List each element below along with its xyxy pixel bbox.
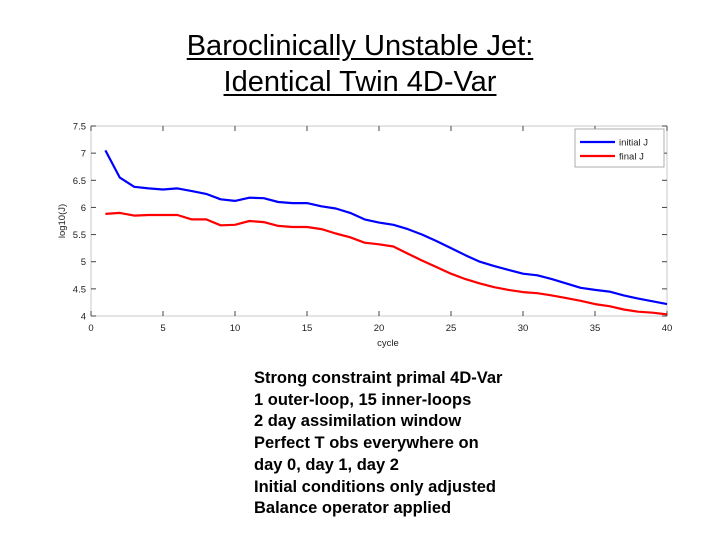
experiment-notes: Strong constraint primal 4D-Var 1 outer-… <box>254 368 694 520</box>
x-axis-label: cycle <box>377 338 399 349</box>
y-tick-label: 7.5 <box>73 122 86 133</box>
note-line: 1 outer-loop, 15 inner-loops <box>254 390 472 409</box>
chart-ticks: 0 5 10 15 20 25 30 35 40 4 4.5 5 5.5 6 6.5 7 7.5 <box>73 122 673 335</box>
note-line: day 0, day 1, day 2 <box>254 455 399 474</box>
legend-label: final J <box>619 152 644 163</box>
x-tick-label: 20 <box>374 323 385 334</box>
x-tick-label: 5 <box>160 323 165 334</box>
x-tick-label: 35 <box>590 323 601 334</box>
legend-label: initial J <box>619 138 648 149</box>
chart-legend: initial J final J <box>574 128 665 168</box>
x-tick-label: 40 <box>662 323 673 334</box>
note-line: 2 day assimilation window <box>254 412 462 431</box>
series-line-initial-j <box>104 149 668 306</box>
y-tick-label: 4.5 <box>73 284 86 295</box>
y-tick-label: 5.5 <box>73 230 86 241</box>
x-tick-label: 30 <box>518 323 529 334</box>
y-tick-label: 4 <box>81 312 86 323</box>
x-tick-label: 0 <box>88 323 93 334</box>
note-line: Initial conditions only adjusted <box>254 477 497 496</box>
series-line-final-j <box>105 211 668 316</box>
y-tick-label: 6 <box>81 203 86 214</box>
y-tick-label: 6.5 <box>73 176 86 187</box>
x-tick-label: 10 <box>230 323 241 334</box>
title-line-2: Identical Twin 4D-Var <box>223 66 497 98</box>
note-line: Balance operator applied <box>254 499 452 518</box>
legend-box <box>574 128 665 168</box>
title-line-1: Baroclinically Unstable Jet: <box>186 30 534 62</box>
slide-title: Baroclinically Unstable Jet: Identical T… <box>0 28 720 100</box>
x-tick-label: 15 <box>302 323 313 334</box>
y-tick-label: 5 <box>81 257 86 268</box>
note-line: Perfect T obs everywhere on <box>254 434 479 453</box>
y-axis-label: log10(J) <box>57 204 68 238</box>
note-line: Strong constraint primal 4D-Var <box>254 369 503 387</box>
x-tick-label: 25 <box>446 323 457 334</box>
y-tick-label: 7 <box>81 149 86 160</box>
chart-series <box>104 149 668 316</box>
